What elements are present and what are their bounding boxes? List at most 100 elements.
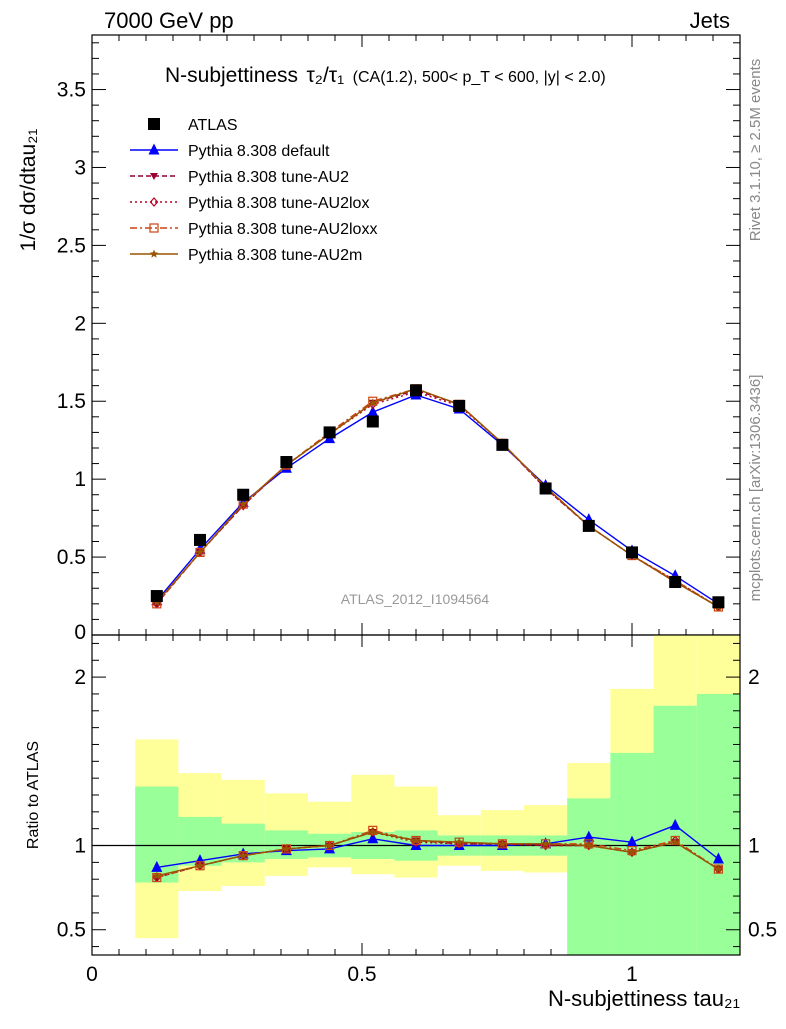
- title-main: N-subjettiness: [165, 64, 298, 87]
- data-point: [627, 845, 637, 856]
- data-point: [410, 384, 422, 397]
- y-tick-label: 2: [74, 312, 86, 335]
- y-tick-label-zero: 0: [74, 621, 86, 644]
- legend-entry: Pythia 8.308 default: [130, 143, 330, 160]
- data-point: [238, 851, 248, 860]
- data-point: [584, 841, 594, 850]
- data-point: [712, 852, 724, 864]
- data-point: [670, 835, 680, 846]
- legend-label: Pythia 8.308 tune-AU2: [188, 169, 349, 186]
- data-point: [669, 818, 681, 830]
- data-point: [195, 547, 205, 557]
- data-point: [325, 841, 334, 850]
- xlabel: N-subjettiness tau₂₁: [548, 986, 740, 1011]
- ratio-y-tick-label-right: 1: [748, 835, 760, 858]
- ratio-panel: 0 0.5 10.5 0.51 12 2: [57, 634, 777, 986]
- data-point: [453, 399, 466, 412]
- data-point: [237, 488, 250, 501]
- legend-entry: ATLAS: [148, 117, 238, 134]
- data-point: [627, 847, 637, 856]
- data-point: [541, 839, 550, 848]
- y-tick-label: 2.5: [57, 234, 86, 257]
- main-ylabel: 1/σ dσ/dtau₂₁: [17, 129, 40, 252]
- series-line: [156, 824, 719, 869]
- data-point: [149, 249, 159, 258]
- series-line: [156, 388, 719, 608]
- data-point: [714, 864, 723, 873]
- data-point: [498, 839, 507, 848]
- mcplots-label: mcplots.cern.ch [arXiv:1306.3436]: [747, 375, 764, 602]
- data-point: [626, 546, 638, 559]
- data-point: [366, 415, 379, 428]
- band-total: [351, 774, 395, 875]
- data-point: [539, 482, 552, 495]
- data-point: [584, 839, 594, 849]
- legend-label: Pythia 8.308 tune-AU2lox: [188, 195, 369, 212]
- header-energy-label: 7000 GeV pp: [104, 8, 234, 33]
- data-point: [496, 438, 509, 451]
- legend-label: Pythia 8.308 default: [188, 143, 330, 160]
- legend-entry: Pythia 8.308 tune-AU2: [130, 169, 349, 186]
- title-cut: (CA(1.2), 500< p_T < 600, |y| < 2.0): [353, 69, 606, 86]
- data-point: [148, 118, 160, 130]
- data-point: [149, 223, 159, 233]
- data-point: [367, 405, 379, 417]
- main-title: N-subjettiness τ₂/τ₁ (CA(1.2), 500< p_T …: [165, 64, 606, 87]
- rivet-label: Rivet 3.1.10, ≥ 2.5M events: [747, 59, 764, 242]
- header-jets-label: Jets: [690, 8, 730, 33]
- x-tick-label: 0.5: [347, 963, 376, 986]
- series-atlas: [150, 384, 725, 609]
- ratio-ylabel: Ratio to ATLAS: [25, 741, 42, 849]
- data-point: [151, 860, 163, 872]
- data-point: [626, 835, 638, 847]
- ratio-y-tick-label: 1: [74, 835, 86, 858]
- band-stat: [696, 693, 740, 955]
- y-tick-label: 0.5: [57, 546, 86, 569]
- series-pythia-8-308-default: [151, 388, 724, 609]
- data-point: [194, 533, 206, 546]
- data-point: [150, 173, 158, 180]
- y-tick-label: 3: [74, 156, 86, 179]
- band-stat: [567, 798, 611, 955]
- legend: ATLAS Pythia 8.308 default Pythia 8.308 tu…: [130, 117, 377, 264]
- data-point: [368, 827, 378, 836]
- data-point: [454, 837, 464, 846]
- data-point: [282, 844, 291, 853]
- legend-entry: Pythia 8.308 tune-AU2m: [130, 247, 362, 264]
- uncertainty-bands: [135, 635, 740, 955]
- data-point: [238, 499, 248, 508]
- ratio-y-tick-label: 2: [74, 666, 86, 689]
- series-pythia-8-308-tune-au2m: [152, 827, 723, 880]
- ratio-y-tick-label-right: 0.5: [748, 919, 777, 942]
- legend-label: Pythia 8.308 tune-AU2loxx: [188, 221, 377, 238]
- data-point: [367, 832, 379, 844]
- data-point: [712, 596, 725, 609]
- ratio-y-tick-label: 0.5: [57, 919, 86, 942]
- data-point: [149, 197, 159, 207]
- data-point: [150, 590, 163, 603]
- data-point: [194, 854, 206, 866]
- data-point: [583, 830, 595, 842]
- data-point: [148, 143, 160, 155]
- data-point: [368, 398, 378, 407]
- data-point: [368, 825, 378, 835]
- y-tick-label: 1: [74, 468, 86, 491]
- analysis-watermark: ATLAS_2012_I1094564: [341, 591, 490, 607]
- legend-entry: Pythia 8.308 tune-AU2lox: [130, 195, 369, 212]
- data-point: [669, 576, 682, 589]
- data-point: [195, 861, 205, 870]
- legend-entry: Pythia 8.308 tune-AU2loxx: [130, 221, 377, 238]
- x-tick-label: 0: [86, 963, 98, 986]
- data-point: [582, 519, 595, 532]
- data-point: [411, 835, 421, 845]
- y-tick-label: 1.5: [57, 390, 86, 413]
- y-tick-label: 3.5: [57, 79, 86, 102]
- data-point: [670, 837, 680, 846]
- title-ratio: τ₂/τ₁: [307, 64, 345, 87]
- data-point: [323, 426, 336, 439]
- legend-label: Pythia 8.308 tune-AU2m: [188, 247, 362, 264]
- data-point: [280, 456, 293, 469]
- x-tick-label: 1: [626, 963, 638, 986]
- legend-label: ATLAS: [188, 117, 238, 134]
